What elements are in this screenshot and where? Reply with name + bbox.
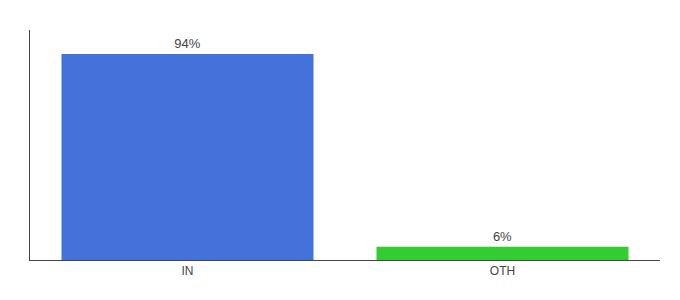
svg-text:6%: 6% (493, 229, 512, 244)
svg-text:IN: IN (182, 264, 194, 278)
svg-text:94%: 94% (174, 36, 200, 51)
svg-text:OTH: OTH (490, 264, 515, 278)
